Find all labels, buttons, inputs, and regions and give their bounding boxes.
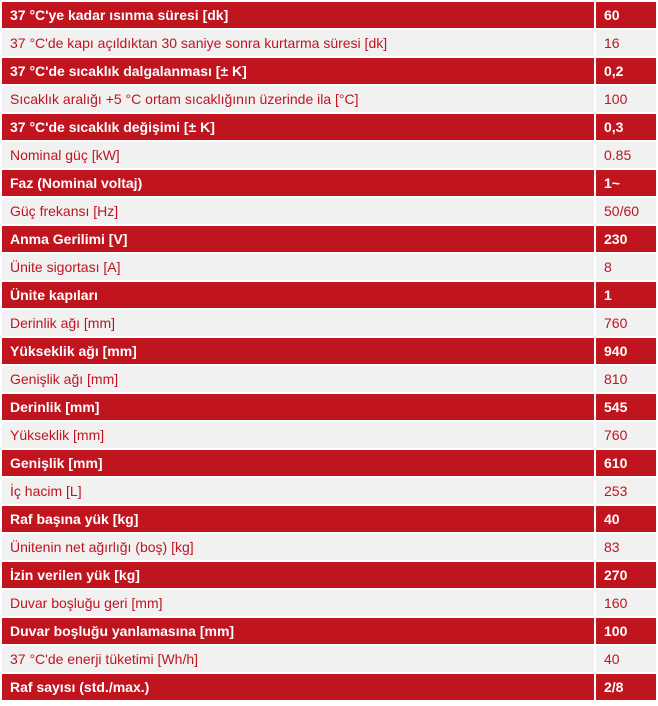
- spec-row-warmup-time: 37 °C'ye kadar ısınma süresi [dk] 60: [2, 2, 656, 30]
- spec-row-gross-depth: Derinlik ağı [mm] 760: [2, 310, 656, 338]
- spec-value: 253: [594, 478, 656, 506]
- spec-label: Ünitenin net ağırlığı (boş) [kg]: [2, 534, 594, 562]
- spec-row-shelf-count: Raf sayısı (std./max.) 2/8: [2, 674, 656, 700]
- spec-label: İç hacim [L]: [2, 478, 594, 506]
- spec-value: 810: [594, 366, 656, 394]
- spec-label: Raf başına yük [kg]: [2, 506, 594, 534]
- spec-row-rated-voltage: Anma Gerilimi [V] 230: [2, 226, 656, 254]
- spec-row-gross-height: Yükseklik ağı [mm] 940: [2, 338, 656, 366]
- spec-label: 37 °C'de sıcaklık değişimi [± K]: [2, 114, 594, 142]
- spec-value: 545: [594, 394, 656, 422]
- spec-value: 1: [594, 282, 656, 310]
- spec-row-unit-doors: Ünite kapıları 1: [2, 282, 656, 310]
- spec-row-temperature-variation: 37 °C'de sıcaklık değişimi [± K] 0,3: [2, 114, 656, 142]
- spec-row-power-frequency: Güç frekansı [Hz] 50/60: [2, 198, 656, 226]
- spec-value: 270: [594, 562, 656, 590]
- spec-row-energy-consumption: 37 °C'de enerji tüketimi [Wh/h] 40: [2, 646, 656, 674]
- spec-value: 160: [594, 590, 656, 618]
- spec-label: Yükseklik [mm]: [2, 422, 594, 450]
- spec-label: Genişlik ağı [mm]: [2, 366, 594, 394]
- spec-row-depth: Derinlik [mm] 545: [2, 394, 656, 422]
- spec-value: 100: [594, 618, 656, 646]
- spec-row-height: Yükseklik [mm] 760: [2, 422, 656, 450]
- spec-label: Duvar boşluğu yanlamasına [mm]: [2, 618, 594, 646]
- spec-label: Yükseklik ağı [mm]: [2, 338, 594, 366]
- spec-row-permitted-load: İzin verilen yük [kg] 270: [2, 562, 656, 590]
- spec-label: Derinlik [mm]: [2, 394, 594, 422]
- spec-label: Güç frekansı [Hz]: [2, 198, 594, 226]
- spec-row-net-weight: Ünitenin net ağırlığı (boş) [kg] 83: [2, 534, 656, 562]
- spec-value: 60: [594, 2, 656, 30]
- spec-row-width: Genişlik [mm] 610: [2, 450, 656, 478]
- spec-value: 40: [594, 506, 656, 534]
- spec-label: Duvar boşluğu geri [mm]: [2, 590, 594, 618]
- spec-label: Nominal güç [kW]: [2, 142, 594, 170]
- spec-row-unit-fuse: Ünite sigortası [A] 8: [2, 254, 656, 282]
- spec-value: 760: [594, 310, 656, 338]
- spec-row-gross-width: Genişlik ağı [mm] 810: [2, 366, 656, 394]
- spec-value: 1~: [594, 170, 656, 198]
- spec-label: 37 °C'de enerji tüketimi [Wh/h]: [2, 646, 594, 674]
- spec-row-wall-clearance-rear: Duvar boşluğu geri [mm] 160: [2, 590, 656, 618]
- spec-row-recovery-time: 37 °C'de kapı açıldıktan 30 saniye sonra…: [2, 30, 656, 58]
- spec-row-load-per-shelf: Raf başına yük [kg] 40: [2, 506, 656, 534]
- spec-value: 760: [594, 422, 656, 450]
- spec-label: Faz (Nominal voltaj): [2, 170, 594, 198]
- spec-label: 37 °C'de kapı açıldıktan 30 saniye sonra…: [2, 30, 594, 58]
- spec-label: 37 °C'de sıcaklık dalgalanması [± K]: [2, 58, 594, 86]
- spec-row-interior-volume: İç hacim [L] 253: [2, 478, 656, 506]
- spec-value: 0.85: [594, 142, 656, 170]
- spec-row-wall-clearance-side: Duvar boşluğu yanlamasına [mm] 100: [2, 618, 656, 646]
- spec-label: Raf sayısı (std./max.): [2, 674, 594, 700]
- spec-value: 0,2: [594, 58, 656, 86]
- spec-value: 2/8: [594, 674, 656, 700]
- spec-label: Ünite kapıları: [2, 282, 594, 310]
- spec-row-nominal-power: Nominal güç [kW] 0.85: [2, 142, 656, 170]
- spec-label: Ünite sigortası [A]: [2, 254, 594, 282]
- spec-value: 50/60: [594, 198, 656, 226]
- spec-label: Sıcaklık aralığı +5 °C ortam sıcaklığını…: [2, 86, 594, 114]
- spec-row-phase: Faz (Nominal voltaj) 1~: [2, 170, 656, 198]
- spec-label: Derinlik ağı [mm]: [2, 310, 594, 338]
- spec-value: 83: [594, 534, 656, 562]
- spec-value: 8: [594, 254, 656, 282]
- spec-row-temperature-range: Sıcaklık aralığı +5 °C ortam sıcaklığını…: [2, 86, 656, 114]
- spec-label: 37 °C'ye kadar ısınma süresi [dk]: [2, 2, 594, 30]
- spec-label: Anma Gerilimi [V]: [2, 226, 594, 254]
- spec-value: 940: [594, 338, 656, 366]
- spec-label: Genişlik [mm]: [2, 450, 594, 478]
- spec-value: 100: [594, 86, 656, 114]
- spec-value: 40: [594, 646, 656, 674]
- spec-value: 0,3: [594, 114, 656, 142]
- spec-row-temperature-fluctuation: 37 °C'de sıcaklık dalgalanması [± K] 0,2: [2, 58, 656, 86]
- spec-value: 230: [594, 226, 656, 254]
- spec-value: 610: [594, 450, 656, 478]
- spec-value: 16: [594, 30, 656, 58]
- spec-label: İzin verilen yük [kg]: [2, 562, 594, 590]
